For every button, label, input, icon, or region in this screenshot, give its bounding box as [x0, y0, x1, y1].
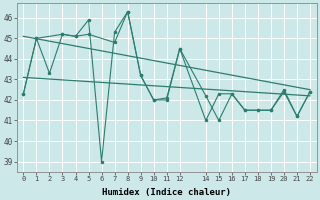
X-axis label: Humidex (Indice chaleur): Humidex (Indice chaleur)	[102, 188, 231, 197]
